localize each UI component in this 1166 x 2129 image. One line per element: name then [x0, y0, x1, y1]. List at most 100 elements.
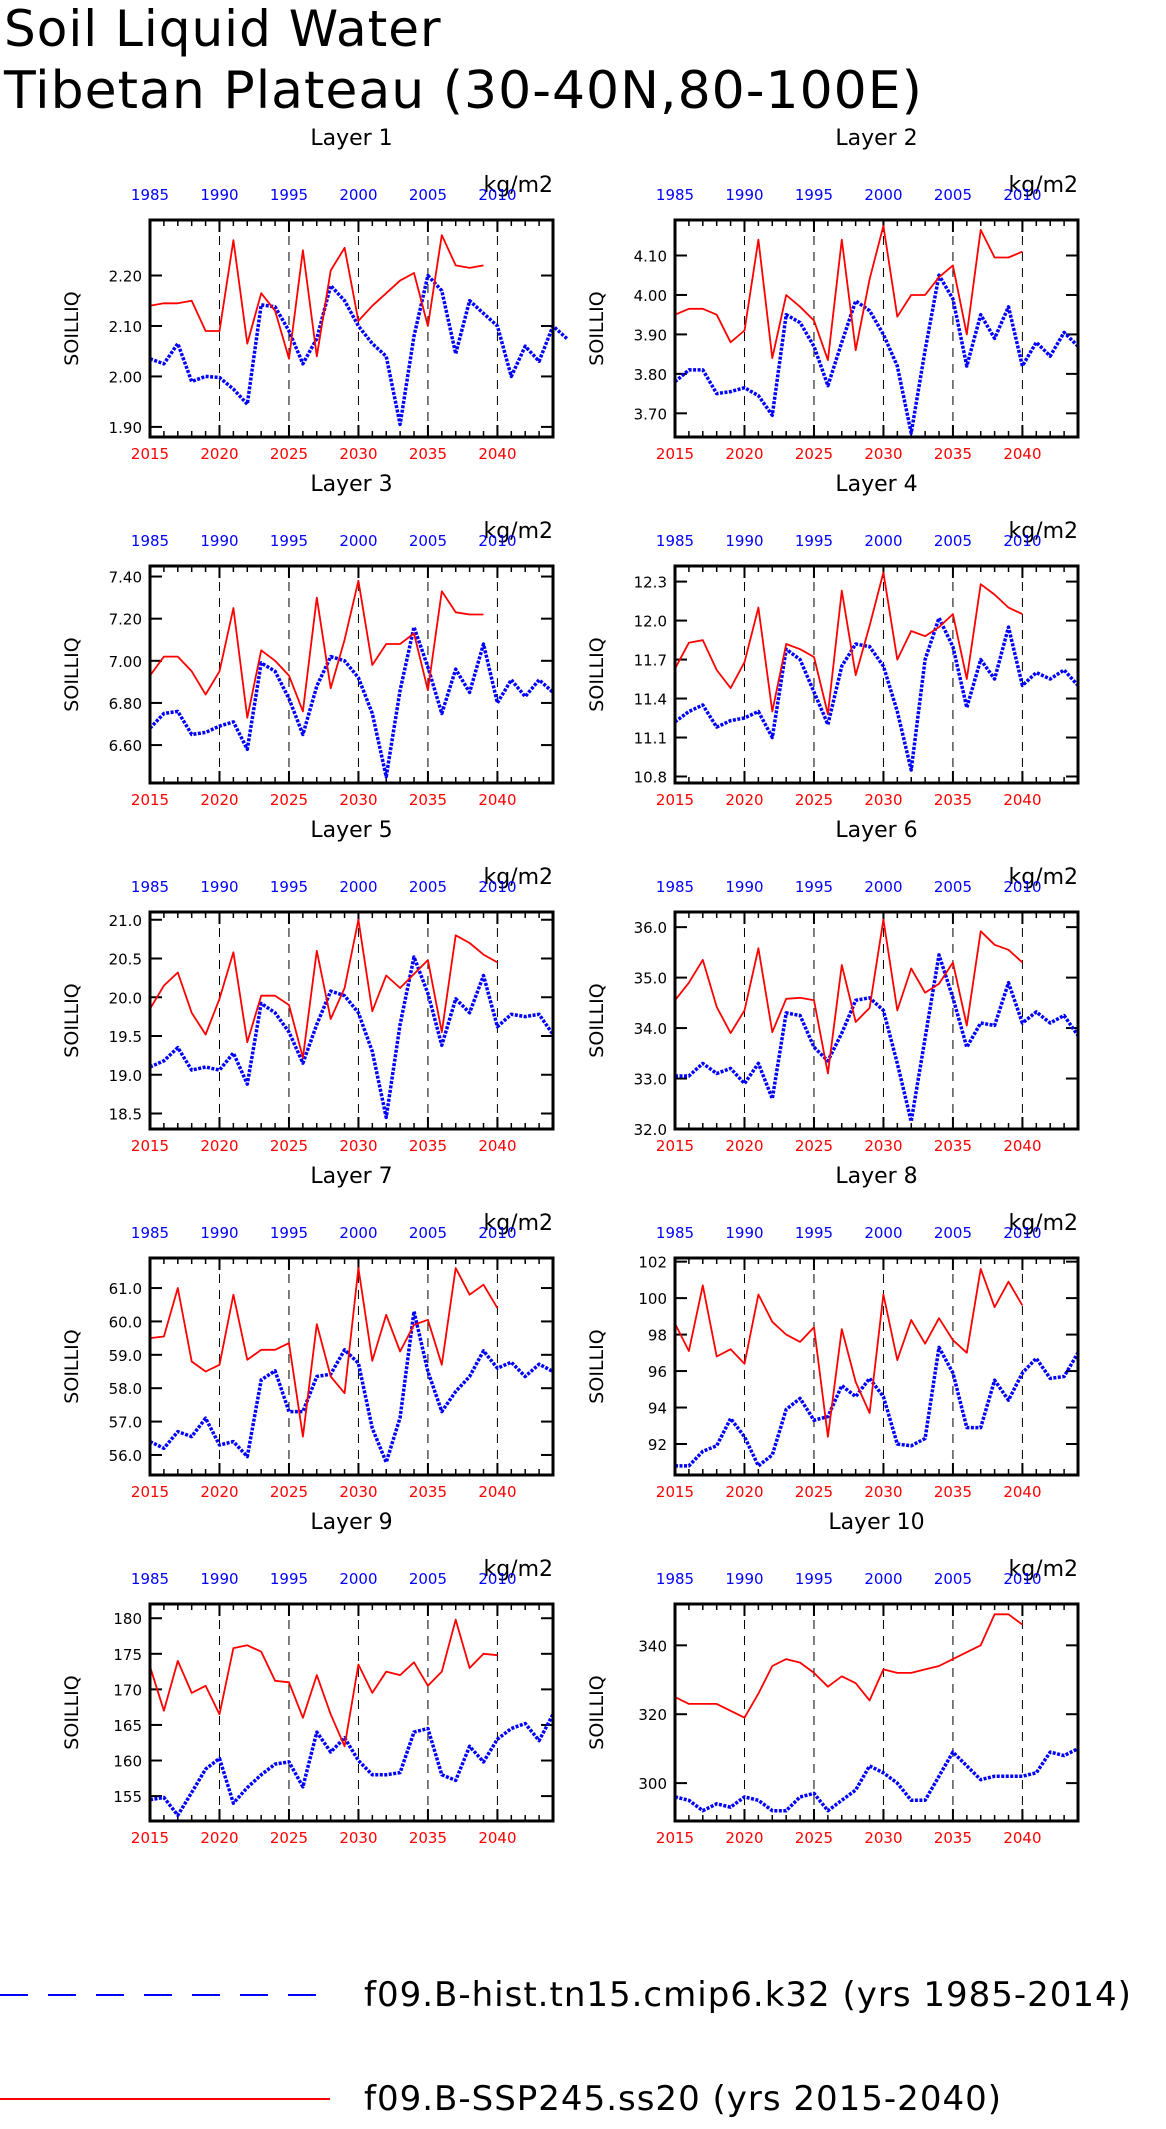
x-tick-label-top: 2000: [339, 1570, 377, 1588]
y-tick-label: 7.40: [109, 569, 142, 587]
y-tick-label: 10.8: [634, 769, 667, 787]
x-tick-label-top: 2000: [339, 532, 377, 550]
x-tick-label-top: 1990: [200, 878, 238, 896]
plot-frame: [148, 1602, 555, 1823]
plot-frame: [673, 564, 1080, 785]
x-tick-label-bottom: 2040: [1003, 791, 1041, 809]
x-tick-label-bottom: 2035: [409, 1137, 447, 1155]
x-tick-label-bottom: 2020: [200, 445, 238, 463]
chart-layer-4: Layer 4 kg/m2 2015 2020 2025 2030 2035 2040 1985…: [586, 472, 1080, 809]
legend-label-hist: f09.B-hist.tn15.cmip6.k32 (yrs 1985-2014…: [364, 1975, 1132, 2015]
x-tick-label-top: 1985: [656, 532, 694, 550]
series-line-ssp: [149, 918, 498, 1059]
x-tick-label-top: 1995: [270, 532, 308, 550]
x-tick-label-top: 1990: [200, 1570, 238, 1588]
x-tick-label-top: 2010: [1003, 186, 1041, 204]
series-line-ssp: [674, 918, 1024, 1075]
y-tick-label: 170: [113, 1681, 142, 1699]
y-tick-label: 12.3: [634, 574, 667, 592]
y-tick-label: 160: [113, 1753, 142, 1771]
x-tick-label-bottom: 2015: [131, 1137, 169, 1155]
x-tick-label-bottom: 2025: [270, 791, 308, 809]
legend-swatch-ssp: [0, 2098, 330, 2100]
legend-entry-hist: f09.B-hist.tn15.cmip6.k32 (yrs 1985-2014…: [0, 1965, 1166, 2025]
series-line-ssp: [149, 234, 484, 360]
y-tick-label: 56.0: [109, 1447, 142, 1465]
legend-entry-ssp: f09.B-SSP245.ss20 (yrs 2015-2040): [0, 2069, 1166, 2129]
x-tick-label-top: 2005: [934, 186, 972, 204]
chart-title: Layer 3: [310, 472, 392, 497]
y-axis-label: SOILLIQ: [586, 1329, 608, 1403]
unit-label: kg/m2: [483, 519, 553, 544]
x-tick-label-bottom: 2030: [339, 1137, 377, 1155]
title-line-2: Tibetan Plateau (30-40N,80-100E): [4, 61, 923, 121]
x-tick-label-top: 2010: [478, 1224, 516, 1242]
x-tick-label-top: 1985: [131, 186, 169, 204]
x-tick-label-bottom: 2035: [409, 445, 447, 463]
unit-label: kg/m2: [1008, 1211, 1078, 1236]
x-tick-label-top: 1985: [131, 1570, 169, 1588]
x-tick-label-top: 2005: [934, 532, 972, 550]
y-tick-label: 11.1: [634, 730, 667, 748]
y-tick-label: 20.5: [109, 951, 142, 969]
x-tick-label-bottom: 2015: [656, 791, 694, 809]
x-tick-label-bottom: 2040: [1003, 1483, 1041, 1501]
y-tick-label: 19.0: [109, 1067, 142, 1085]
series-line-hist: [674, 1747, 1079, 1813]
x-tick-label-top: 2010: [478, 878, 516, 896]
series-line-hist: [675, 953, 1080, 1124]
y-tick-label: 59.0: [109, 1347, 142, 1365]
x-tick-label-bottom: 2035: [409, 791, 447, 809]
x-tick-label-bottom: 2025: [795, 1137, 833, 1155]
x-tick-label-top: 2005: [934, 878, 972, 896]
y-axis-label: SOILLIQ: [586, 983, 608, 1057]
plot-frame: [673, 910, 1080, 1131]
x-tick-label-bottom: 2040: [1003, 1137, 1041, 1155]
y-tick-label: 6.80: [109, 695, 142, 713]
x-tick-label-top: 1990: [725, 1224, 763, 1242]
y-tick-label: 100: [638, 1290, 667, 1308]
unit-label: kg/m2: [1008, 519, 1078, 544]
y-tick-label: 4.10: [634, 248, 667, 266]
series-line-hist: [675, 1345, 1080, 1468]
x-tick-label-bottom: 2020: [200, 1829, 238, 1847]
x-tick-label-bottom: 2040: [478, 1483, 516, 1501]
y-tick-label: 96: [648, 1363, 667, 1381]
x-tick-label-bottom: 2035: [934, 791, 972, 809]
x-tick-label-bottom: 2025: [270, 1137, 308, 1155]
unit-label: kg/m2: [1008, 1557, 1078, 1582]
chart-layer-6: Layer 6 kg/m2 2015 2020 2025 2030 2035 2040 1985…: [586, 818, 1080, 1155]
x-tick-label-top: 1995: [270, 878, 308, 896]
y-tick-label: 92: [648, 1436, 667, 1454]
y-tick-label: 20.0: [109, 989, 142, 1007]
plot-frame: [673, 1602, 1080, 1823]
x-tick-label-bottom: 2025: [795, 1483, 833, 1501]
x-tick-label-bottom: 2020: [725, 1137, 763, 1155]
chart-layer-5: Layer 5 kg/m2 2015 2020 2025 2030 2035 2040 1985…: [61, 818, 555, 1155]
y-tick-label: 60.0: [109, 1313, 142, 1331]
series-line-hist: [149, 273, 569, 427]
series-line-ssp: [149, 579, 484, 719]
x-tick-label-top: 2005: [934, 1570, 972, 1588]
chart-title: Layer 7: [310, 1164, 392, 1189]
plot-frame: [148, 1256, 555, 1477]
y-tick-label: 21.0: [109, 912, 142, 930]
x-tick-label-top: 1995: [795, 186, 833, 204]
plot-frame: [673, 218, 1080, 439]
y-tick-label: 32.0: [634, 1121, 667, 1139]
x-tick-label-top: 2000: [864, 1570, 902, 1588]
series-line-hist: [149, 1309, 554, 1465]
x-tick-label-bottom: 2020: [200, 791, 238, 809]
x-tick-label-bottom: 2025: [795, 445, 833, 463]
x-tick-label-top: 1995: [795, 878, 833, 896]
y-tick-label: 57.0: [109, 1414, 142, 1432]
x-tick-label-top: 2000: [864, 878, 902, 896]
x-tick-label-top: 2005: [934, 1224, 972, 1242]
x-tick-label-top: 2010: [1003, 532, 1041, 550]
chart-title: Layer 1: [310, 126, 392, 151]
x-tick-label-bottom: 2040: [1003, 445, 1041, 463]
x-tick-label-bottom: 2015: [131, 1483, 169, 1501]
x-tick-label-bottom: 2030: [339, 1483, 377, 1501]
y-tick-label: 12.0: [634, 613, 667, 631]
y-tick-label: 35.0: [634, 970, 667, 988]
